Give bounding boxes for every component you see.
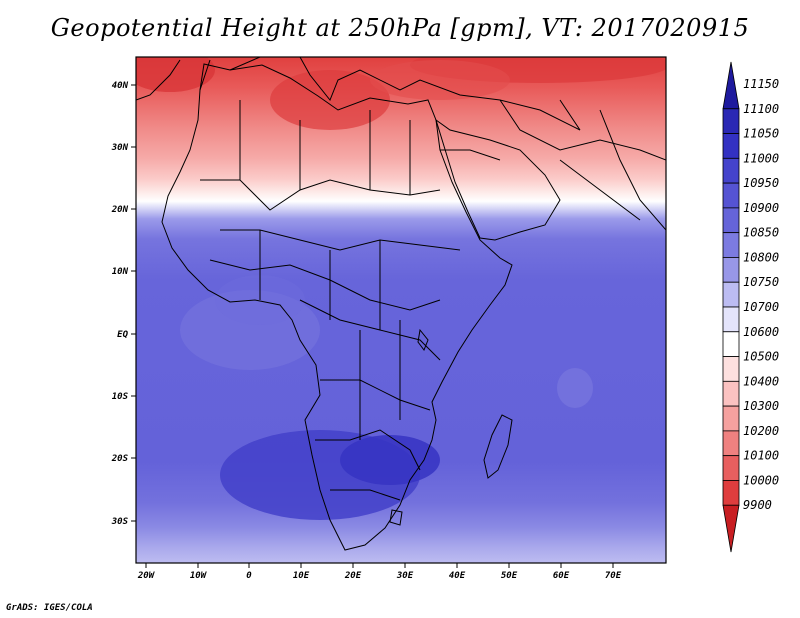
colorbar-label: 10950 [743,176,779,190]
lat-label: 20N [111,205,129,215]
colorbar-label: 10750 [743,275,779,289]
lon-label: 60E [553,571,570,581]
colorbar-swatch [722,356,740,382]
colorbar-label: 11000 [743,151,779,165]
colorbar-label: 10100 [743,449,779,463]
lon-label: 20W [137,571,156,581]
coastlines [136,57,666,551]
colorbar-label: 10800 [743,250,779,264]
lon-label: 70E [605,571,622,581]
colorbar-label: 11150 [743,77,779,91]
colorbar-swatch [722,61,740,110]
lat-label: 10N [112,267,129,277]
lat-label: 30S [111,517,129,527]
colorbar-label: 10600 [743,325,779,339]
colorbar-swatch [722,430,740,457]
colorbar-swatch [722,380,740,407]
colorbar-label: 10000 [743,473,779,487]
colorbar-swatch [722,281,740,308]
colorbar-swatch [722,306,740,333]
lon-label: 20E [344,571,362,581]
colorbar-label: 11100 [743,102,779,116]
longitude-axis: 20W 10W 0 10E 20E 30E 40E 50E 60E 70E [137,563,622,581]
colorbar-swatch [722,108,740,134]
colorbar-swatch [722,157,740,184]
lon-label: 10E [293,571,310,581]
colorbar-label: 9900 [743,498,772,512]
colorbar-label: 10850 [743,226,779,240]
colorbar-label: 11050 [743,127,779,141]
colorbar-swatch [722,232,740,258]
lat-label: EQ [117,330,128,340]
colorbar: 11150 11100 11050 11000 10950 10900 10850 10800… [722,61,779,553]
lon-label: 40E [449,571,466,581]
colorbar-swatch [722,207,740,234]
colorbar-label: 10500 [743,350,779,364]
lon-label: 10W [190,571,208,581]
colorbar-swatch [722,455,740,481]
colorbar-label: 10200 [743,424,779,438]
colorbar-swatch [722,182,740,209]
lat-label: 20S [111,454,129,464]
colorbar-label: 10700 [743,300,779,314]
colorbar-label: 10300 [743,399,779,413]
colorbar-label: 10400 [743,374,779,388]
colorbar-swatch [722,133,740,159]
map-frame [135,56,667,564]
colorbar-swatch [722,405,740,432]
colorbar-swatch [722,504,740,553]
height-field [136,57,666,563]
lat-label: 10S [112,392,129,402]
lon-label: 50E [501,571,518,581]
lat-label: 30N [111,143,129,153]
colorbar-swatch [722,480,740,506]
map-title: Geopotential Height at 250hPa [gpm], VT:… [50,14,750,42]
latitude-axis: 40N 30N 20N 10N EQ 10S 20S 30S [111,81,136,527]
lat-label: 40N [112,81,129,91]
colorbar-label: 10900 [743,201,779,215]
colorbar-swatch [722,331,740,357]
colorbar-swatch [722,257,740,283]
lon-label: 30E [396,571,414,581]
lon-label: 0 [246,571,252,581]
footer-credit: GrADS: IGES/COLA [6,603,93,613]
